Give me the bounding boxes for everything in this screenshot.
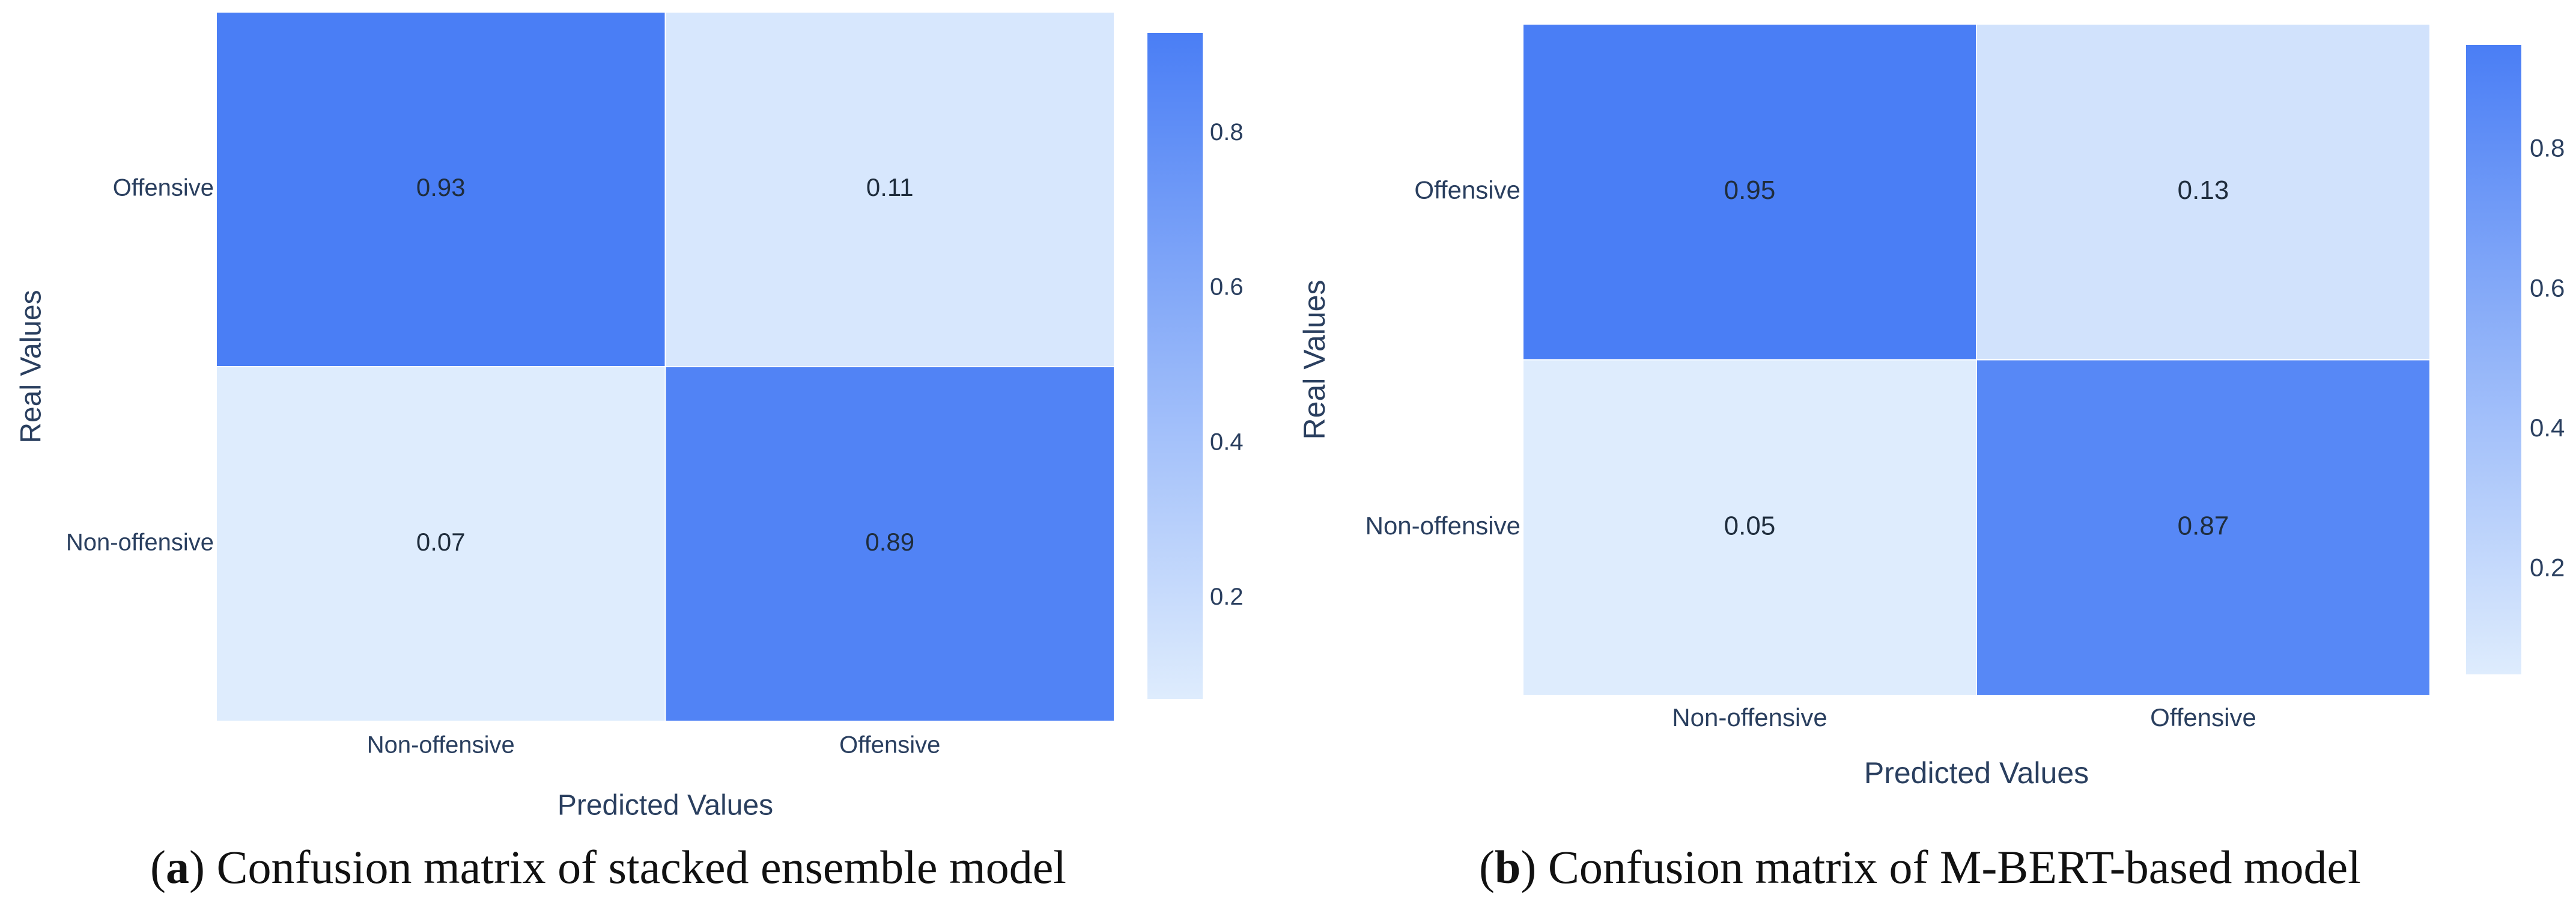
heatmap-a-cell-label-1-0: 0.07 <box>416 528 466 556</box>
heatmap-a-cell-1-1 <box>664 366 1115 722</box>
heatmap-b-y-tick-1: Non-offensive <box>1365 511 1520 540</box>
heatmap-b-cell-1-1 <box>1976 359 2431 696</box>
colorbar-b-tick-0: 0.2 <box>2530 554 2565 582</box>
caption-b: (b) Confusion matrix of M-BERT-based mod… <box>1479 841 2361 893</box>
colorbar-a-tick-3: 0.8 <box>1210 119 1244 145</box>
heatmap-b-cell-label-1-0: 0.05 <box>1724 511 1776 540</box>
heatmap-a-y-tick-0: Offensive <box>113 175 214 201</box>
heatmap-a-cell-label-1-1: 0.89 <box>865 528 914 556</box>
heatmap-a-cell-1-0 <box>216 366 666 722</box>
caption-a-text: Confusion matrix of stacked ensemble mod… <box>216 841 1066 893</box>
heatmap-a-cell-0-0 <box>216 11 666 367</box>
colorbar-b-tick-1: 0.4 <box>2530 414 2565 442</box>
heatmap-a-x-axis-title: Predicted Values <box>557 790 773 822</box>
colorbar-b-tick-3: 0.8 <box>2530 134 2565 162</box>
heatmap-a-y-axis-title: Real Values <box>16 290 47 443</box>
caption-a-letter: a <box>165 841 189 893</box>
heatmap-b-y-tick-0: Offensive <box>1414 176 1520 204</box>
heatmap-b-cell-label-0-0: 0.95 <box>1724 176 1776 205</box>
heatmap-a-cell-label-0-0: 0.93 <box>416 173 466 201</box>
heatmap-b-cell-label-1-1: 0.87 <box>2178 511 2229 540</box>
heatmap-b-cell-0-1 <box>1976 23 2431 361</box>
colorbar-a-tick-1: 0.4 <box>1210 429 1244 455</box>
caption-a: (a) Confusion matrix of stacked ensemble… <box>150 841 1066 893</box>
colorbar-b-tick-2: 0.6 <box>2530 273 2565 302</box>
heatmap-b-x-tick-0: Non-offensive <box>1672 703 1827 731</box>
heatmap-b-y-axis-title: Real Values <box>1298 280 1331 440</box>
colorbar-b <box>2466 45 2521 674</box>
heatmap-b-x-axis-title: Predicted Values <box>1864 756 2089 790</box>
colorbar-a <box>1147 33 1203 699</box>
caption-b-text: Confusion matrix of M-BERT-based model <box>1548 841 2361 893</box>
heatmap-b-cell-0-0 <box>1522 23 1977 361</box>
caption-b-letter: b <box>1494 841 1521 893</box>
colorbar-a-tick-2: 0.6 <box>1210 274 1244 301</box>
heatmap-b-cell-1-0 <box>1522 359 1977 696</box>
heatmap-a-x-tick-1: Offensive <box>839 732 940 759</box>
heatmap-a-cell-label-0-1: 0.11 <box>866 173 914 201</box>
heatmap-a-x-tick-0: Non-offensive <box>367 732 515 759</box>
heatmap-b-cell-label-0-1: 0.13 <box>2178 176 2229 205</box>
heatmap-b-x-tick-1: Offensive <box>2150 703 2256 731</box>
colorbar-a-tick-0: 0.2 <box>1210 584 1244 610</box>
heatmap-a-cell-0-1 <box>664 11 1115 367</box>
heatmap-a-y-tick-1: Non-offensive <box>66 530 214 556</box>
